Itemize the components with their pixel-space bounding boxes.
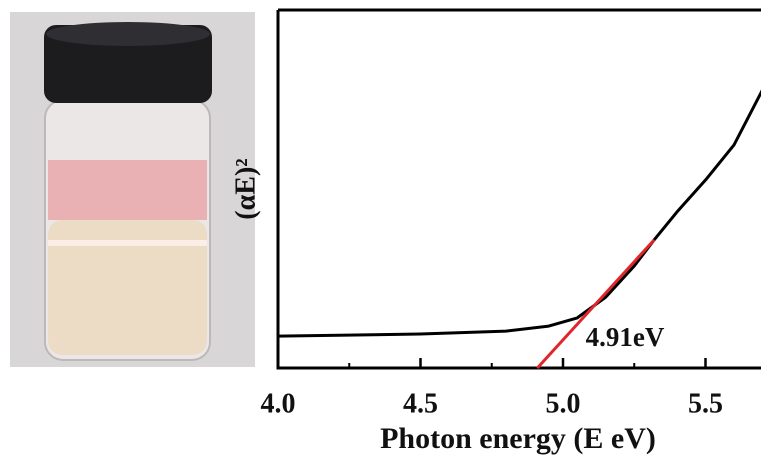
plot: (αE)² Photon energy (E eV) 4.91eV 4.0 4.5… xyxy=(230,8,761,455)
pink-liquid xyxy=(48,160,207,220)
annotation: 4.91eV xyxy=(586,322,665,352)
x-tick-label: 4.0 xyxy=(261,388,296,419)
cap-top xyxy=(46,22,210,46)
data-line xyxy=(536,238,656,370)
y-axis-label: (αE)² xyxy=(230,158,261,219)
x-tick-label: 5.5 xyxy=(688,388,723,419)
vial-photo xyxy=(10,12,255,367)
x-tick-label: 5.0 xyxy=(546,388,581,419)
vial-cap xyxy=(44,25,212,103)
x-tick-label: 4.5 xyxy=(403,388,438,419)
x-axis-label: Photon energy (E eV) xyxy=(380,422,656,455)
axes-frame xyxy=(276,8,761,370)
yellow-liquid xyxy=(48,220,207,355)
laser-line xyxy=(48,240,207,246)
data-line xyxy=(277,89,761,338)
